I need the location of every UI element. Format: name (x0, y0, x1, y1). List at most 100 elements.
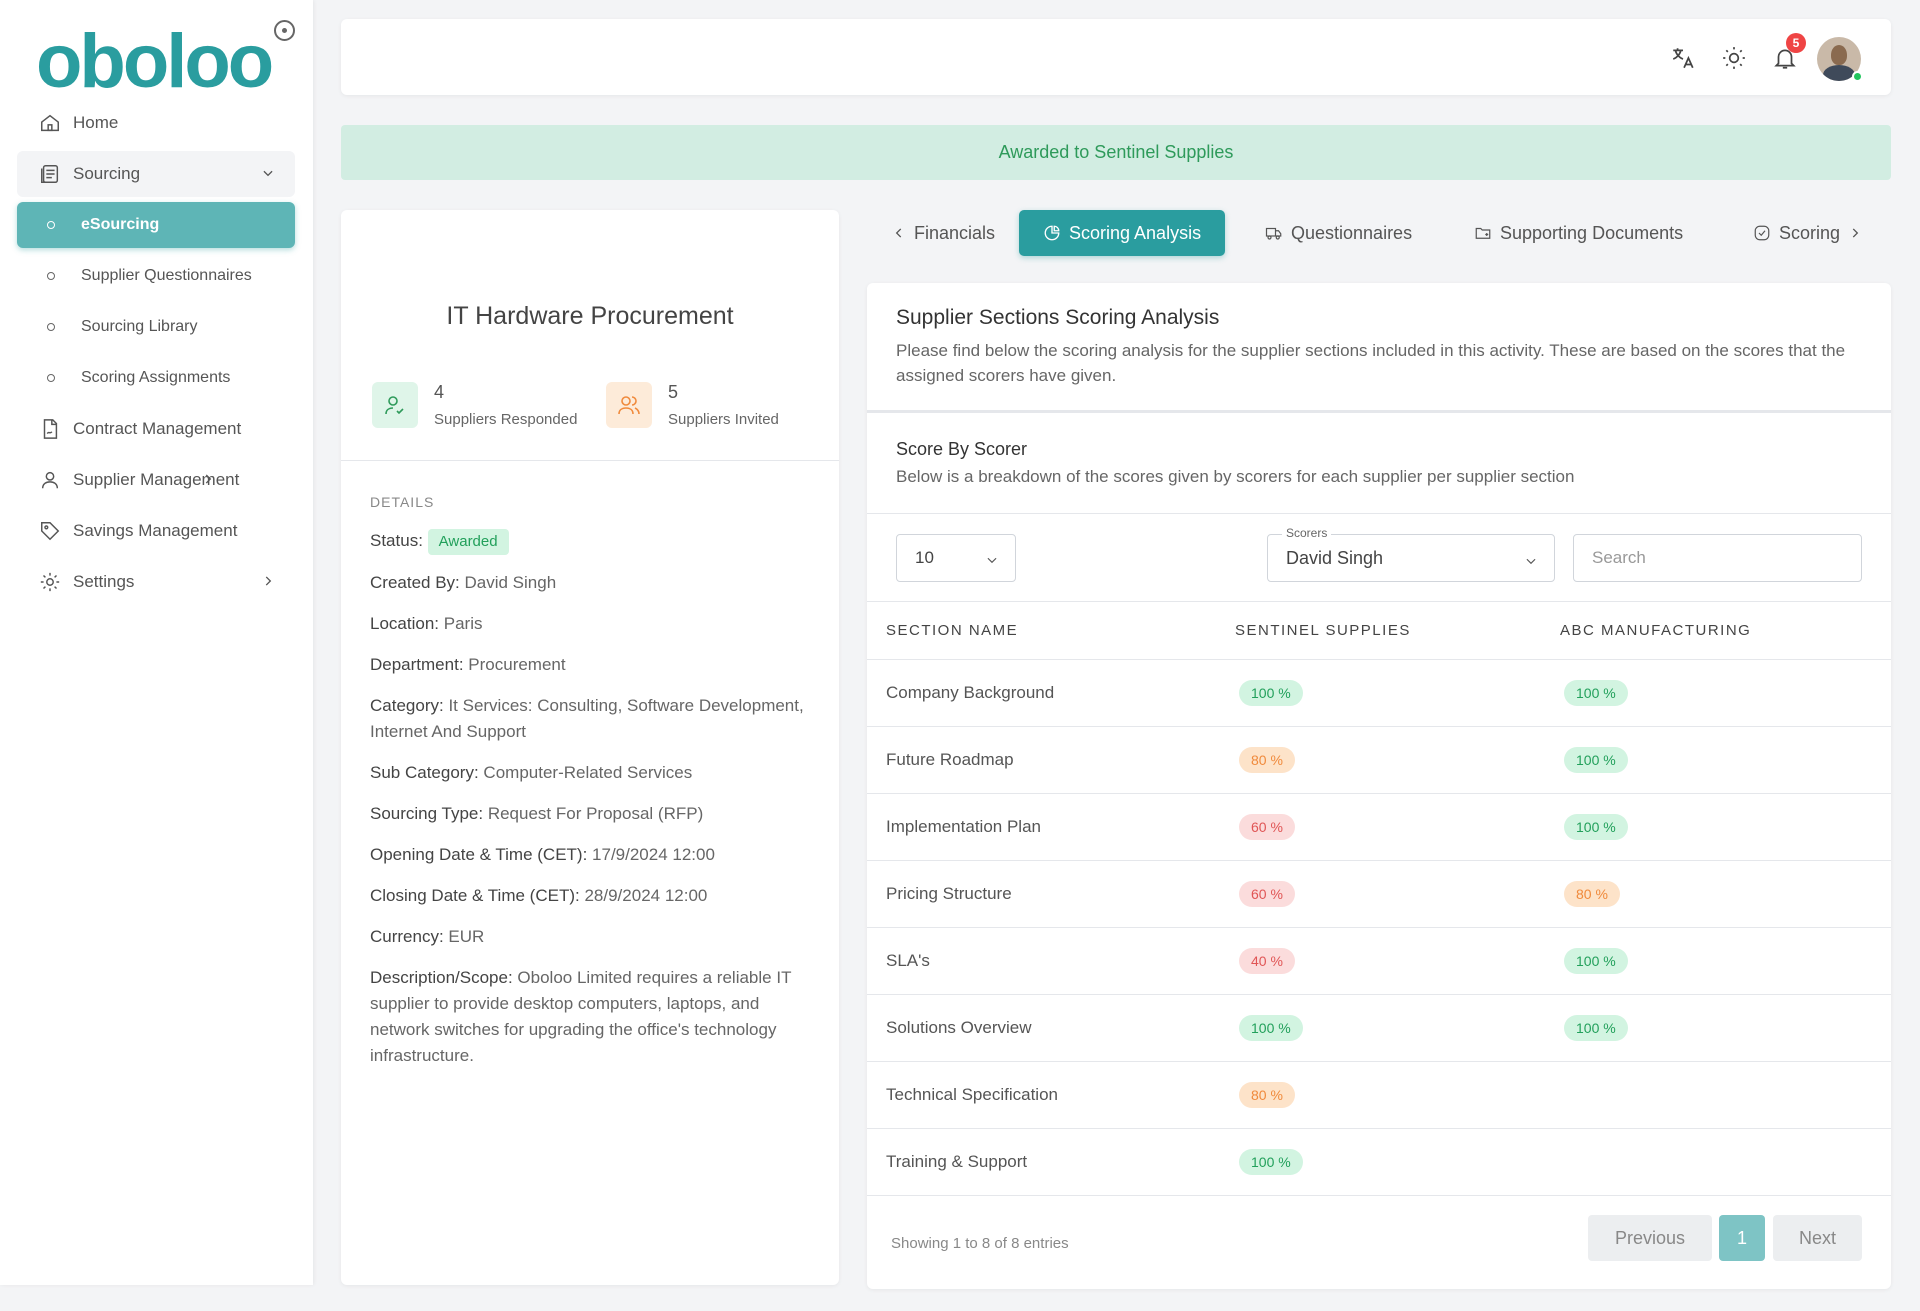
responded-label: Suppliers Responded (434, 411, 578, 428)
scoring-analysis-card: Supplier Sections Scoring Analysis Pleas… (867, 283, 1891, 1289)
sidebar-item-supplier-management[interactable]: Supplier Management (17, 457, 295, 503)
invited-count: 5 (668, 382, 679, 402)
tab-bar: Financials Scoring Analysis Questionnair… (880, 210, 1891, 256)
chevron-left-icon[interactable] (892, 225, 906, 241)
detail-sourcing-type: Sourcing Type: Request For Proposal (RFP… (370, 804, 704, 823)
table-header-row: SECTION NAME SENTINEL SUPPLIES ABC MANUF… (867, 602, 1891, 660)
collapse-sidebar-icon[interactable] (274, 20, 295, 41)
table-row: Training & Support 100 % (867, 1128, 1891, 1196)
table-row: Company Background 100 % 100 % (867, 659, 1891, 727)
table-row: Implementation Plan 60 % 100 % (867, 793, 1891, 861)
score-badge: 40 % (1239, 947, 1295, 974)
tab-scoring-analysis[interactable]: Scoring Analysis (1019, 210, 1226, 256)
score-by-scorer-description: Below is a breakdown of the scores given… (896, 467, 1575, 486)
section-name: Solutions Overview (867, 994, 1235, 1062)
detail-status: Status: Awarded (370, 528, 810, 555)
divider (867, 601, 1891, 602)
section-name: Pricing Structure (867, 860, 1235, 928)
tab-scoring[interactable]: Scoring (1753, 210, 1862, 256)
page-length-select[interactable]: 10 (896, 534, 1016, 582)
section-name: Company Background (867, 659, 1235, 727)
entries-info: Showing 1 to 8 of 8 entries (891, 1235, 1069, 1252)
tab-questionnaires[interactable]: Questionnaires (1265, 210, 1412, 256)
sidebar-item-home[interactable]: Home (17, 100, 295, 146)
user-icon (39, 469, 61, 491)
table-row: Future Roadmap 80 % 100 % (867, 726, 1891, 794)
users-icon (606, 382, 652, 428)
sun-icon[interactable] (1719, 43, 1749, 73)
project-card: IT Hardware Procurement 4 Suppliers Resp… (341, 210, 839, 1285)
sidebar-item-settings[interactable]: Settings (17, 559, 295, 605)
translate-icon[interactable] (1668, 43, 1698, 73)
sidebar-item-savings-management[interactable]: Savings Management (17, 508, 295, 554)
detail-closing-date: Closing Date & Time (CET): 28/9/2024 12:… (370, 886, 708, 905)
chevron-right-icon[interactable] (1848, 225, 1862, 241)
table-row: Pricing Structure 60 % 80 % (867, 860, 1891, 928)
sidebar-item-label: Contract Management (73, 419, 242, 438)
page-1-button[interactable]: 1 (1719, 1215, 1765, 1261)
column-header[interactable]: SENTINEL SUPPLIES (1235, 602, 1560, 660)
chevron-down-icon (261, 165, 275, 185)
invited-label: Suppliers Invited (668, 411, 779, 428)
sidebar-item-sourcing-library[interactable]: Sourcing Library (17, 304, 295, 350)
detail-department: Department: Procurement (370, 655, 566, 674)
sidebar-item-label: Scoring Assignments (81, 369, 231, 386)
section-name: SLA's (867, 927, 1235, 995)
detail-created-by: Created By: David Singh (370, 573, 557, 592)
score-badge: 100 % (1564, 746, 1628, 773)
tag-icon (39, 520, 61, 542)
score-badge: 60 % (1239, 880, 1295, 907)
contract-icon (39, 418, 61, 440)
table-row: SLA's 40 % 100 % (867, 927, 1891, 995)
column-header[interactable]: SECTION NAME (867, 602, 1235, 660)
circle-icon (47, 374, 55, 382)
gear-icon (39, 571, 61, 593)
topbar: 5 (341, 19, 1891, 95)
next-button[interactable]: Next (1773, 1215, 1862, 1261)
project-title: IT Hardware Procurement (446, 302, 734, 330)
previous-button[interactable]: Previous (1588, 1215, 1712, 1261)
sidebar-item-contract-management[interactable]: Contract Management (17, 406, 295, 452)
score-badge: 80 % (1564, 880, 1620, 907)
truck-icon (1265, 224, 1283, 242)
pie-chart-icon (1043, 224, 1061, 242)
logo[interactable]: oboloo (36, 19, 274, 104)
search-input[interactable] (1573, 534, 1862, 582)
score-badge: 100 % (1239, 1014, 1303, 1041)
score-badge: 100 % (1239, 1148, 1303, 1175)
sidebar-item-label: Sourcing (73, 164, 141, 183)
tab-supporting-documents[interactable]: Supporting Documents (1474, 210, 1683, 256)
tab-financials[interactable]: Financials (892, 210, 995, 256)
sidebar-item-label: Supplier Management (73, 470, 240, 489)
detail-description: Description/Scope: Oboloo Limited requir… (370, 968, 792, 1065)
table-row: Solutions Overview 100 % 100 % (867, 994, 1891, 1062)
score-badge: 100 % (1564, 679, 1628, 706)
chevron-right-icon (261, 573, 275, 593)
score-by-scorer-title: Score By Scorer (896, 439, 1028, 459)
folder-icon (1474, 224, 1492, 242)
sidebar-item-label: Savings Management (73, 521, 238, 540)
sidebar-item-esourcing[interactable]: eSourcing (17, 202, 295, 248)
score-badge: 100 % (1564, 947, 1628, 974)
scores-table: SECTION NAME SENTINEL SUPPLIES ABC MANUF… (867, 602, 1891, 1196)
table-row: Technical Specification 80 % (867, 1061, 1891, 1129)
sidebar-item-scoring-assignments[interactable]: Scoring Assignments (17, 355, 295, 401)
notification-badge: 5 (1786, 33, 1806, 53)
document-list-icon (39, 163, 61, 185)
scorers-label: Scorers (1282, 526, 1332, 540)
scorers-select[interactable]: Scorers David Singh (1267, 526, 1555, 582)
detail-location: Location: Paris (370, 614, 483, 633)
section-title: Supplier Sections Scoring Analysis (896, 306, 1220, 329)
circle-icon (47, 323, 55, 331)
sidebar: oboloo Home Sourcing eSourcing Supplier … (0, 0, 313, 1285)
sidebar-item-sourcing[interactable]: Sourcing (17, 151, 295, 197)
divider (867, 410, 1891, 413)
sidebar-item-label: Supplier Questionnaires (81, 267, 252, 284)
details-list: Status: Awarded Created By: David Singh … (370, 528, 810, 1084)
circle-icon (47, 221, 55, 229)
sidebar-item-supplier-questionnaires[interactable]: Supplier Questionnaires (17, 253, 295, 299)
bell-icon[interactable] (1770, 43, 1800, 73)
chevron-down-icon (1524, 552, 1538, 573)
detail-opening-date: Opening Date & Time (CET): 17/9/2024 12:… (370, 845, 715, 864)
column-header[interactable]: ABC MANUFACTURING (1560, 602, 1891, 660)
